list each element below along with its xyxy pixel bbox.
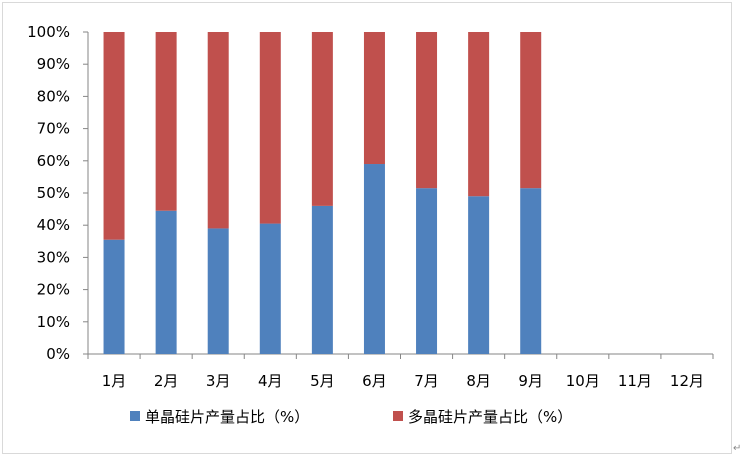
x-tick-label: 12月 bbox=[670, 372, 704, 390]
bar-segment-multi bbox=[311, 32, 333, 206]
bar-segment-multi bbox=[416, 32, 438, 189]
bar-segment-mono bbox=[259, 223, 281, 354]
x-tick-label: 5月 bbox=[310, 372, 335, 390]
legend-label: 单晶硅片产量占比（%） bbox=[145, 408, 309, 426]
y-tick-label: 0% bbox=[46, 345, 70, 363]
bar-segment-multi bbox=[259, 32, 281, 224]
bar-segment-mono bbox=[363, 164, 385, 354]
bar-segment-mono bbox=[520, 188, 542, 354]
bar-segment-multi bbox=[520, 32, 542, 189]
legend-swatch bbox=[130, 411, 140, 421]
legend-swatch bbox=[393, 411, 403, 421]
x-tick-label: 4月 bbox=[258, 372, 283, 390]
x-tick-label: 10月 bbox=[566, 372, 600, 390]
bar-segment-mono bbox=[311, 205, 333, 354]
bar-segment-mono bbox=[103, 239, 125, 354]
x-tick-label: 3月 bbox=[206, 372, 231, 390]
bar-segment-multi bbox=[363, 32, 385, 165]
bar-segment-multi bbox=[468, 32, 490, 197]
x-tick-label: 9月 bbox=[518, 372, 543, 390]
y-tick-label: 80% bbox=[37, 87, 70, 105]
x-tick-label: 2月 bbox=[154, 372, 179, 390]
x-tick-label: 11月 bbox=[618, 372, 652, 390]
x-tick-label: 6月 bbox=[362, 372, 387, 390]
return-mark-icon: ↵ bbox=[733, 443, 742, 454]
y-tick-label: 100% bbox=[27, 23, 70, 41]
y-tick-label: 20% bbox=[37, 281, 70, 299]
y-tick-label: 10% bbox=[37, 313, 70, 331]
y-tick-label: 90% bbox=[37, 55, 70, 73]
bar-segment-multi bbox=[207, 32, 229, 229]
bar-segment-mono bbox=[155, 210, 177, 354]
y-tick-label: 40% bbox=[37, 216, 70, 234]
y-tick-label: 30% bbox=[37, 248, 70, 266]
x-tick-label: 7月 bbox=[414, 372, 439, 390]
bar-segment-multi bbox=[103, 32, 125, 240]
y-tick-label: 50% bbox=[37, 184, 70, 202]
legend-label: 多晶硅片产量占比（%） bbox=[408, 408, 572, 426]
bar-segment-mono bbox=[207, 228, 229, 354]
bar-segment-multi bbox=[155, 32, 177, 211]
x-tick-label: 8月 bbox=[466, 372, 491, 390]
bar-segment-mono bbox=[468, 196, 490, 354]
y-tick-label: 60% bbox=[37, 152, 70, 170]
y-tick-label: 70% bbox=[37, 120, 70, 138]
x-tick-label: 1月 bbox=[102, 372, 127, 390]
bar-segment-mono bbox=[416, 188, 438, 354]
